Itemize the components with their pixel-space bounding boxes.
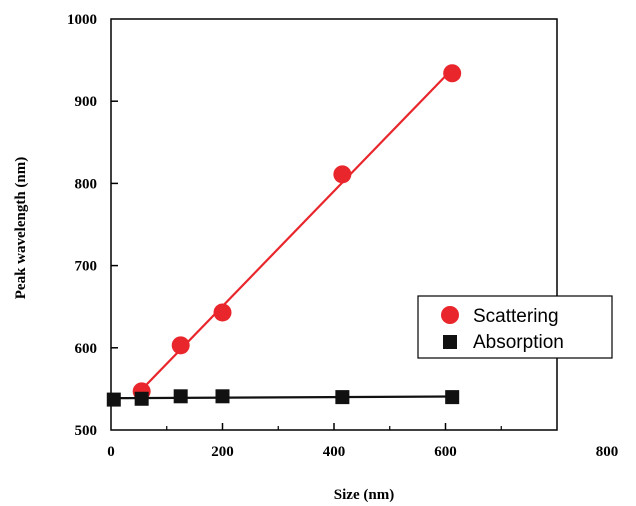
y-tick-label: 900	[75, 94, 98, 110]
point-scattering	[171, 336, 190, 355]
x-axis-ticks: 0 200 400 600 800	[107, 423, 618, 460]
point-absorption	[445, 390, 460, 405]
point-absorption	[215, 389, 230, 404]
x-tick-label: 0	[107, 444, 115, 460]
y-tick-label: 800	[75, 176, 98, 192]
legend-marker-scattering	[441, 306, 459, 324]
fit-line-absorption	[113, 395, 453, 400]
y-tick-label: 500	[75, 423, 98, 439]
point-scattering	[213, 303, 232, 322]
point-scattering	[443, 64, 462, 83]
point-scattering	[333, 165, 352, 184]
point-absorption	[134, 391, 149, 406]
y-tick-label: 700	[75, 259, 98, 275]
x-tick-label: 600	[434, 444, 457, 460]
plot-frame	[110, 18, 558, 431]
y-tick-label: 600	[75, 341, 98, 357]
legend-label-scattering: Scattering	[473, 306, 559, 327]
point-absorption	[173, 389, 188, 404]
legend-label-absorption: Absorption	[473, 332, 564, 353]
y-axis-ticks: 500 600 700 800 900 1000	[67, 12, 118, 439]
legend-marker-absorption	[443, 335, 457, 349]
legend: Scattering Absorption	[417, 295, 613, 359]
point-absorption	[106, 392, 121, 407]
x-tick-label: 200	[211, 444, 234, 460]
x-axis-title: Size (nm)	[334, 487, 394, 503]
data-markers	[106, 64, 462, 407]
fit-line-scattering	[140, 68, 453, 391]
fit-lines	[113, 68, 453, 400]
x-tick-label: 400	[323, 444, 346, 460]
y-axis-title: Peak wavelength (nm)	[13, 157, 29, 300]
point-absorption	[335, 390, 350, 405]
y-tick-label: 1000	[67, 12, 97, 28]
x-tick-label: 800	[596, 444, 619, 460]
